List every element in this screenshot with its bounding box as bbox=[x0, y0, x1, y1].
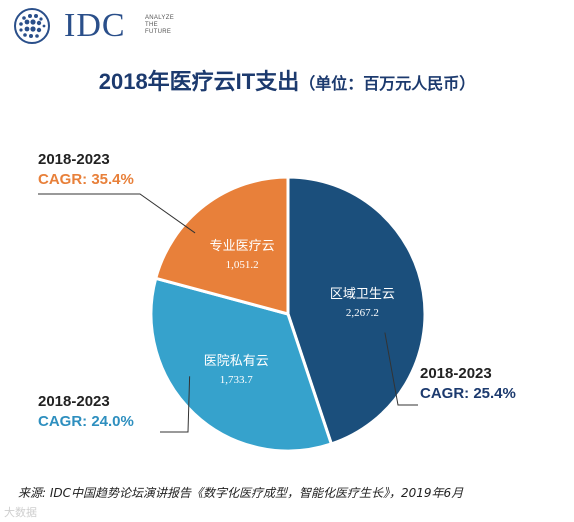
callout-period: 2018-2023 bbox=[38, 393, 110, 410]
chart-title: 2018年医疗云IT支出（单位：百万元人民币） bbox=[0, 64, 574, 96]
pie-slice-professional bbox=[153, 175, 290, 316]
callout-regional: 2018-2023 CAGR: 25.4% bbox=[420, 364, 516, 404]
idc-globe-icon bbox=[14, 8, 50, 44]
slice-value-hospital: 1,733.7 bbox=[220, 374, 254, 386]
callout-cagr: CAGR: 25.4% bbox=[420, 385, 516, 402]
leader-line-regional bbox=[384, 332, 418, 406]
chart-title-main: 2018年医疗云IT支出 bbox=[98, 69, 300, 94]
leader-line-professional bbox=[38, 193, 196, 234]
watermark: 大数据 bbox=[4, 506, 37, 519]
logo-wordmark: IDC bbox=[64, 7, 126, 44]
callout-period: 2018-2023 bbox=[38, 151, 110, 168]
source-note: 来源: IDC中国趋势论坛演讲报告《数字化医疗成型，智能化医疗生长》，2019年… bbox=[18, 486, 464, 500]
callout-professional: 2018-2023 CAGR: 35.4% bbox=[38, 150, 134, 190]
callout-hospital: 2018-2023 CAGR: 24.0% bbox=[38, 392, 134, 432]
callout-cagr: CAGR: 35.4% bbox=[38, 171, 134, 188]
callout-cagr: CAGR: 24.0% bbox=[38, 413, 134, 430]
slice-label-regional: 区域卫生云 bbox=[330, 287, 395, 302]
idc-logo: IDC ANALYZE THE FUTURE bbox=[10, 6, 200, 46]
pie-chart: 区域卫生云 2,267.2 医院私有云 1,733.7 专业医疗云 1,051.2 bbox=[38, 175, 427, 453]
pie-slice-hospital bbox=[149, 276, 334, 453]
slice-value-regional: 2,267.2 bbox=[346, 307, 379, 319]
pie-slice-regional bbox=[286, 175, 427, 446]
slice-label-hospital: 医院私有云 bbox=[204, 354, 269, 369]
leader-line-hospital bbox=[160, 376, 191, 433]
logo-tagline: ANALYZE THE FUTURE bbox=[145, 15, 174, 35]
chart-title-unit: （单位：百万元人民币） bbox=[299, 76, 476, 93]
slice-value-professional: 1,051.2 bbox=[226, 259, 259, 271]
callout-period: 2018-2023 bbox=[420, 365, 492, 382]
slice-label-professional: 专业医疗云 bbox=[210, 239, 275, 254]
